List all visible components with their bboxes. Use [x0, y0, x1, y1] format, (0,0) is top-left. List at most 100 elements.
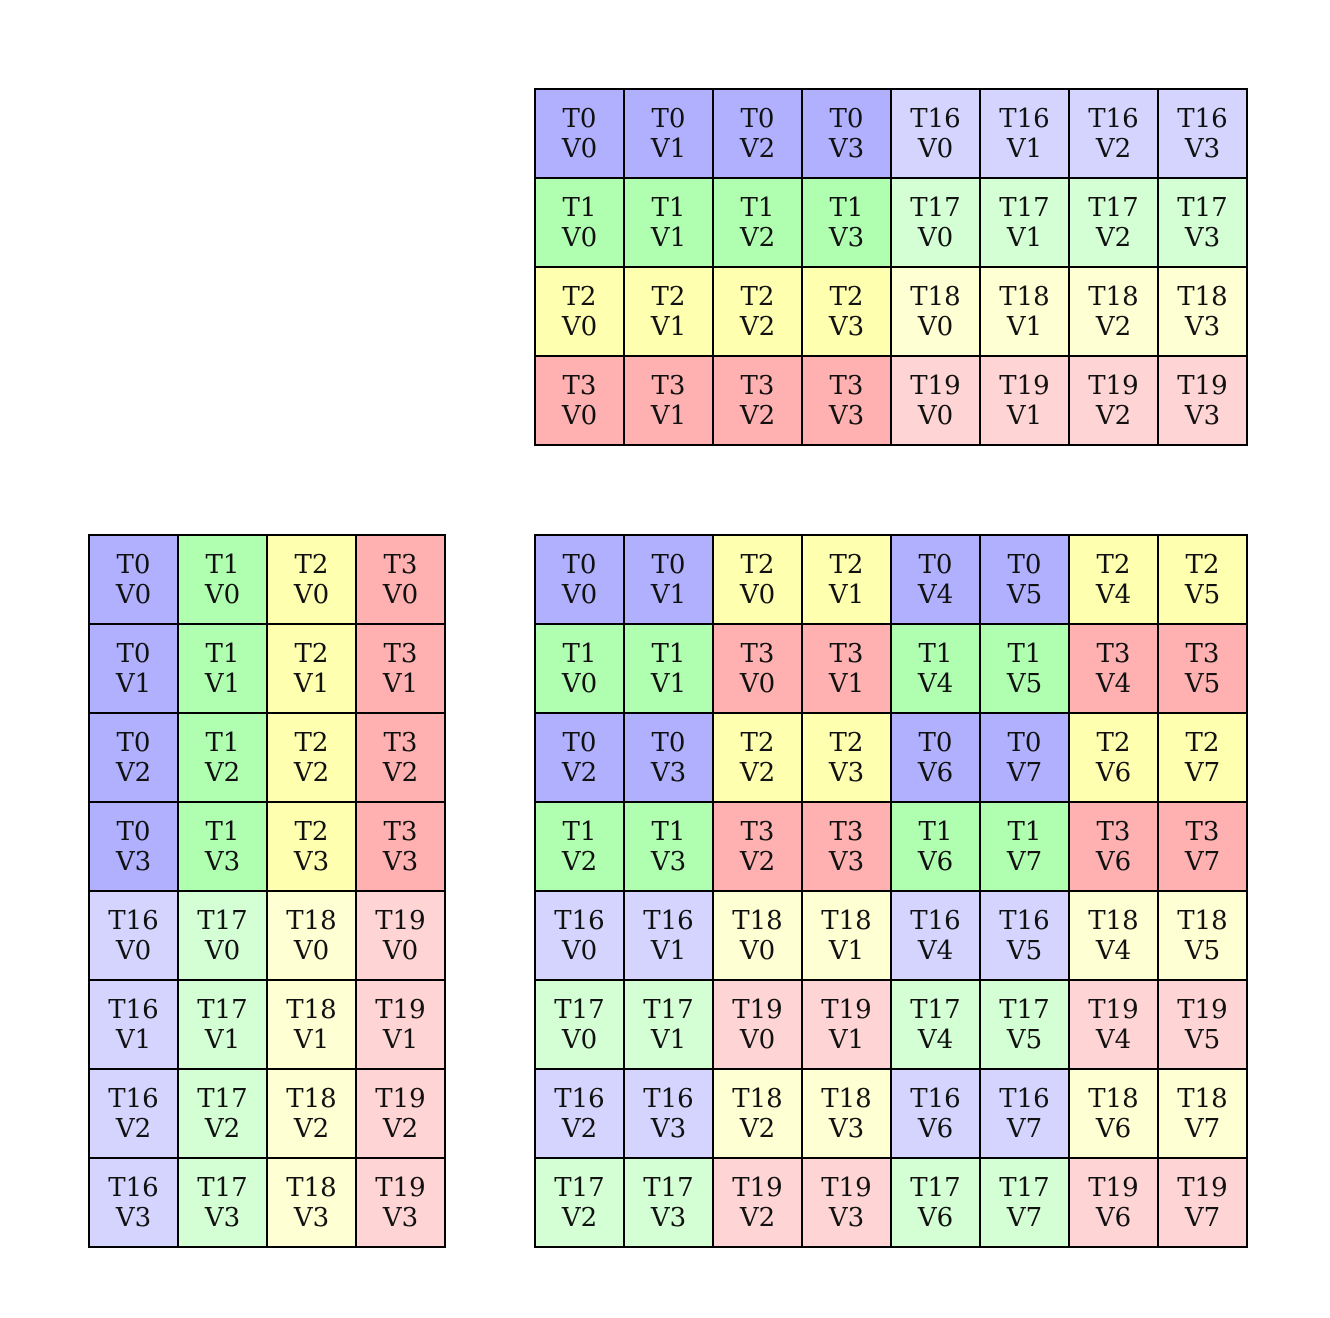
grid-cell: T1 V0 [536, 625, 623, 712]
grid-cell: T0 V0 [536, 90, 623, 177]
grid-cell: T2 V3 [803, 714, 890, 801]
grid-cell: T18 V1 [981, 268, 1068, 355]
grid-cell: T18 V1 [803, 892, 890, 979]
grid-cell: T17 V0 [536, 981, 623, 1068]
grid-cell: T16 V2 [90, 1070, 177, 1157]
grid-cell: T16 V0 [90, 892, 177, 979]
grid-cell: T2 V2 [268, 714, 355, 801]
grid-cell: T16 V2 [1070, 90, 1157, 177]
grid-cell: T2 V0 [714, 536, 801, 623]
grid-cell: T0 V5 [981, 536, 1068, 623]
grid-cell: T19 V0 [357, 892, 444, 979]
grid-cell: T1 V2 [536, 803, 623, 890]
grid-cell: T18 V2 [1070, 268, 1157, 355]
grid-cell: T1 V5 [981, 625, 1068, 712]
grid-cell: T18 V7 [1159, 1070, 1246, 1157]
grid-cell: T1 V4 [892, 625, 979, 712]
grid-cell: T3 V5 [1159, 625, 1246, 712]
grid-cell: T3 V3 [803, 357, 890, 444]
grid-cell: T16 V7 [981, 1070, 1068, 1157]
grid-cell: T18 V2 [268, 1070, 355, 1157]
grid-cell: T3 V0 [357, 536, 444, 623]
grid-cell: T16 V1 [981, 90, 1068, 177]
grid-cell: T19 V3 [803, 1159, 890, 1246]
grid-cell: T2 V2 [714, 714, 801, 801]
grid-cell: T17 V1 [179, 981, 266, 1068]
grid-cell: T0 V4 [892, 536, 979, 623]
grid-cell: T1 V1 [625, 625, 712, 712]
grid-cell: T3 V0 [714, 625, 801, 712]
grid-cell: T19 V3 [357, 1159, 444, 1246]
grid-cell: T17 V7 [981, 1159, 1068, 1246]
grid-cell: T1 V2 [179, 714, 266, 801]
grid-cell: T16 V0 [536, 892, 623, 979]
grid-cell: T1 V3 [179, 803, 266, 890]
grid-cell: T1 V1 [625, 179, 712, 266]
grid-cell: T19 V7 [1159, 1159, 1246, 1246]
grid-cell: T17 V0 [179, 892, 266, 979]
grid-cell: T2 V0 [536, 268, 623, 355]
left-layout-grid: T0 V0 T1 V0 T2 V0 T3 V0 T0 V1 T1 V1 T2 V1 T3 V1… [88, 534, 446, 1248]
grid-cell: T19 V3 [1159, 357, 1246, 444]
grid-cell: T16 V1 [90, 981, 177, 1068]
grid-cell: T0 V2 [536, 714, 623, 801]
grid-cell: T19 V2 [357, 1070, 444, 1157]
grid-cell: T1 V2 [714, 179, 801, 266]
grid-cell: T19 V0 [714, 981, 801, 1068]
grid-cell: T18 V3 [1159, 268, 1246, 355]
grid-cell: T19 V5 [1159, 981, 1246, 1068]
grid-cell: T19 V1 [981, 357, 1068, 444]
grid-cell: T0 V1 [625, 536, 712, 623]
grid-cell: T0 V3 [90, 803, 177, 890]
grid-cell: T3 V1 [625, 357, 712, 444]
grid-cell: T18 V0 [892, 268, 979, 355]
grid-cell: T18 V3 [803, 1070, 890, 1157]
grid-cell: T0 V1 [625, 90, 712, 177]
grid-cell: T17 V0 [892, 179, 979, 266]
grid-cell: T3 V2 [357, 714, 444, 801]
grid-cell: T17 V1 [981, 179, 1068, 266]
grid-cell: T3 V2 [714, 357, 801, 444]
grid-cell: T19 V6 [1070, 1159, 1157, 1246]
grid-cell: T1 V6 [892, 803, 979, 890]
grid-cell: T17 V1 [625, 981, 712, 1068]
grid-cell: T18 V1 [268, 981, 355, 1068]
grid-cell: T3 V7 [1159, 803, 1246, 890]
grid-cell: T0 V0 [536, 536, 623, 623]
grid-cell: T18 V5 [1159, 892, 1246, 979]
grid-cell: T2 V4 [1070, 536, 1157, 623]
grid-cell: T2 V2 [714, 268, 801, 355]
grid-cell: T2 V3 [268, 803, 355, 890]
grid-cell: T1 V1 [179, 625, 266, 712]
grid-cell: T2 V1 [803, 536, 890, 623]
grid-cell: T3 V1 [803, 625, 890, 712]
grid-cell: T16 V3 [625, 1070, 712, 1157]
grid-cell: T17 V6 [892, 1159, 979, 1246]
grid-cell: T0 V2 [90, 714, 177, 801]
grid-cell: T18 V4 [1070, 892, 1157, 979]
grid-cell: T3 V6 [1070, 803, 1157, 890]
grid-cell: T16 V2 [536, 1070, 623, 1157]
grid-cell: T1 V0 [179, 536, 266, 623]
grid-cell: T1 V3 [625, 803, 712, 890]
grid-cell: T3 V1 [357, 625, 444, 712]
grid-cell: T16 V4 [892, 892, 979, 979]
grid-cell: T17 V2 [536, 1159, 623, 1246]
top-layout-grid: T0 V0 T0 V1 T0 V2 T0 V3 T16 V0 T16 V1 T16 V2 T1… [534, 88, 1248, 446]
grid-cell: T2 V6 [1070, 714, 1157, 801]
grid-cell: T18 V6 [1070, 1070, 1157, 1157]
grid-cell: T19 V2 [1070, 357, 1157, 444]
right-layout-grid: T0 V0 T0 V1 T2 V0 T2 V1 T0 V4 T0 V5 T2 V4 T2 V5… [534, 534, 1248, 1248]
grid-cell: T1 V0 [536, 179, 623, 266]
grid-cell: T0 V3 [625, 714, 712, 801]
grid-cell: T1 V3 [803, 179, 890, 266]
grid-cell: T17 V5 [981, 981, 1068, 1068]
grid-cell: T3 V0 [536, 357, 623, 444]
grid-cell: T16 V0 [892, 90, 979, 177]
grid-cell: T1 V7 [981, 803, 1068, 890]
grid-cell: T17 V3 [625, 1159, 712, 1246]
grid-cell: T17 V2 [179, 1070, 266, 1157]
grid-cell: T0 V0 [90, 536, 177, 623]
grid-cell: T18 V2 [714, 1070, 801, 1157]
grid-cell: T3 V3 [803, 803, 890, 890]
